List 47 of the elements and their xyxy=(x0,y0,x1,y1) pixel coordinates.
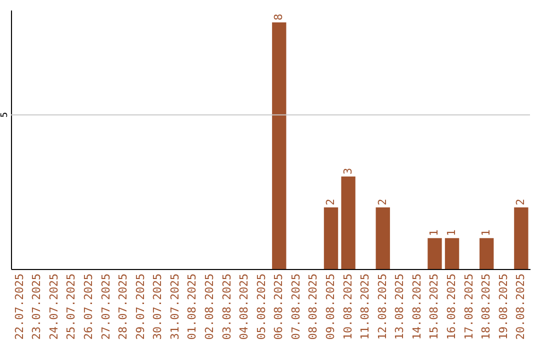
bar xyxy=(480,238,494,269)
x-tick-label: 02.08.2025 xyxy=(202,274,216,340)
x-tick-label: 22.07.2025 xyxy=(12,274,26,340)
x-tick-label: 01.08.2025 xyxy=(186,274,199,340)
data-label: 2 xyxy=(376,198,389,206)
bar xyxy=(341,176,356,269)
data-label: 2 xyxy=(514,198,528,206)
x-tick-label: 17.08.2025 xyxy=(462,274,476,340)
x-tick-label: 16.08.2025 xyxy=(445,274,458,340)
x-tick-label: 23.07.2025 xyxy=(30,274,44,340)
x-tick-label: 25.07.2025 xyxy=(64,274,78,340)
x-tick-label: 13.08.2025 xyxy=(393,274,406,340)
x-tick-label: 03.08.2025 xyxy=(220,274,234,340)
bar xyxy=(444,238,460,269)
bar xyxy=(272,22,286,269)
data-label: 8 xyxy=(272,14,286,20)
x-tick-label: 24.07.2025 xyxy=(47,274,60,340)
bar xyxy=(324,207,338,269)
x-tick-label: 05.08.2025 xyxy=(254,274,268,340)
data-label: 1 xyxy=(480,230,493,236)
x-tick-label: 12.08.2025 xyxy=(376,274,389,340)
data-label: 1 xyxy=(428,230,441,236)
x-tick-label: 14.08.2025 xyxy=(410,274,424,340)
data-label: 2 xyxy=(324,198,338,206)
x-tick-label: 10.08.2025 xyxy=(341,274,354,340)
x-tick-label: 29.07.2025 xyxy=(134,274,147,340)
x-tick-label: 26.07.2025 xyxy=(82,274,95,340)
x-tick-label: 30.07.2025 xyxy=(151,274,164,340)
bar xyxy=(376,207,390,269)
ref-line-label: 5 xyxy=(0,112,10,118)
x-tick-label: 08.08.2025 xyxy=(306,274,320,340)
x-tick-label: 31.07.2025 xyxy=(168,274,182,340)
x-tick-label: 18.08.2025 xyxy=(480,274,493,340)
x-tick-label: 09.08.2025 xyxy=(324,274,338,340)
data-label: 3 xyxy=(341,168,354,174)
x-tick-label: 19.08.2025 xyxy=(496,274,510,340)
bar xyxy=(514,207,528,269)
x-tick-label: 20.08.2025 xyxy=(514,274,528,340)
x-tick-label: 27.07.2025 xyxy=(99,274,112,340)
x-tick-label: 06.08.2025 xyxy=(272,274,286,340)
x-tick-label: 07.08.2025 xyxy=(289,274,302,340)
x-tick-label: 15.08.2025 xyxy=(428,274,441,340)
data-label: 1 xyxy=(445,230,458,236)
x-tick-label: 28.07.2025 xyxy=(116,274,130,340)
x-tick-label: 04.08.2025 xyxy=(238,274,251,340)
x-tick-label: 11.08.2025 xyxy=(358,274,372,340)
bar xyxy=(428,238,442,269)
